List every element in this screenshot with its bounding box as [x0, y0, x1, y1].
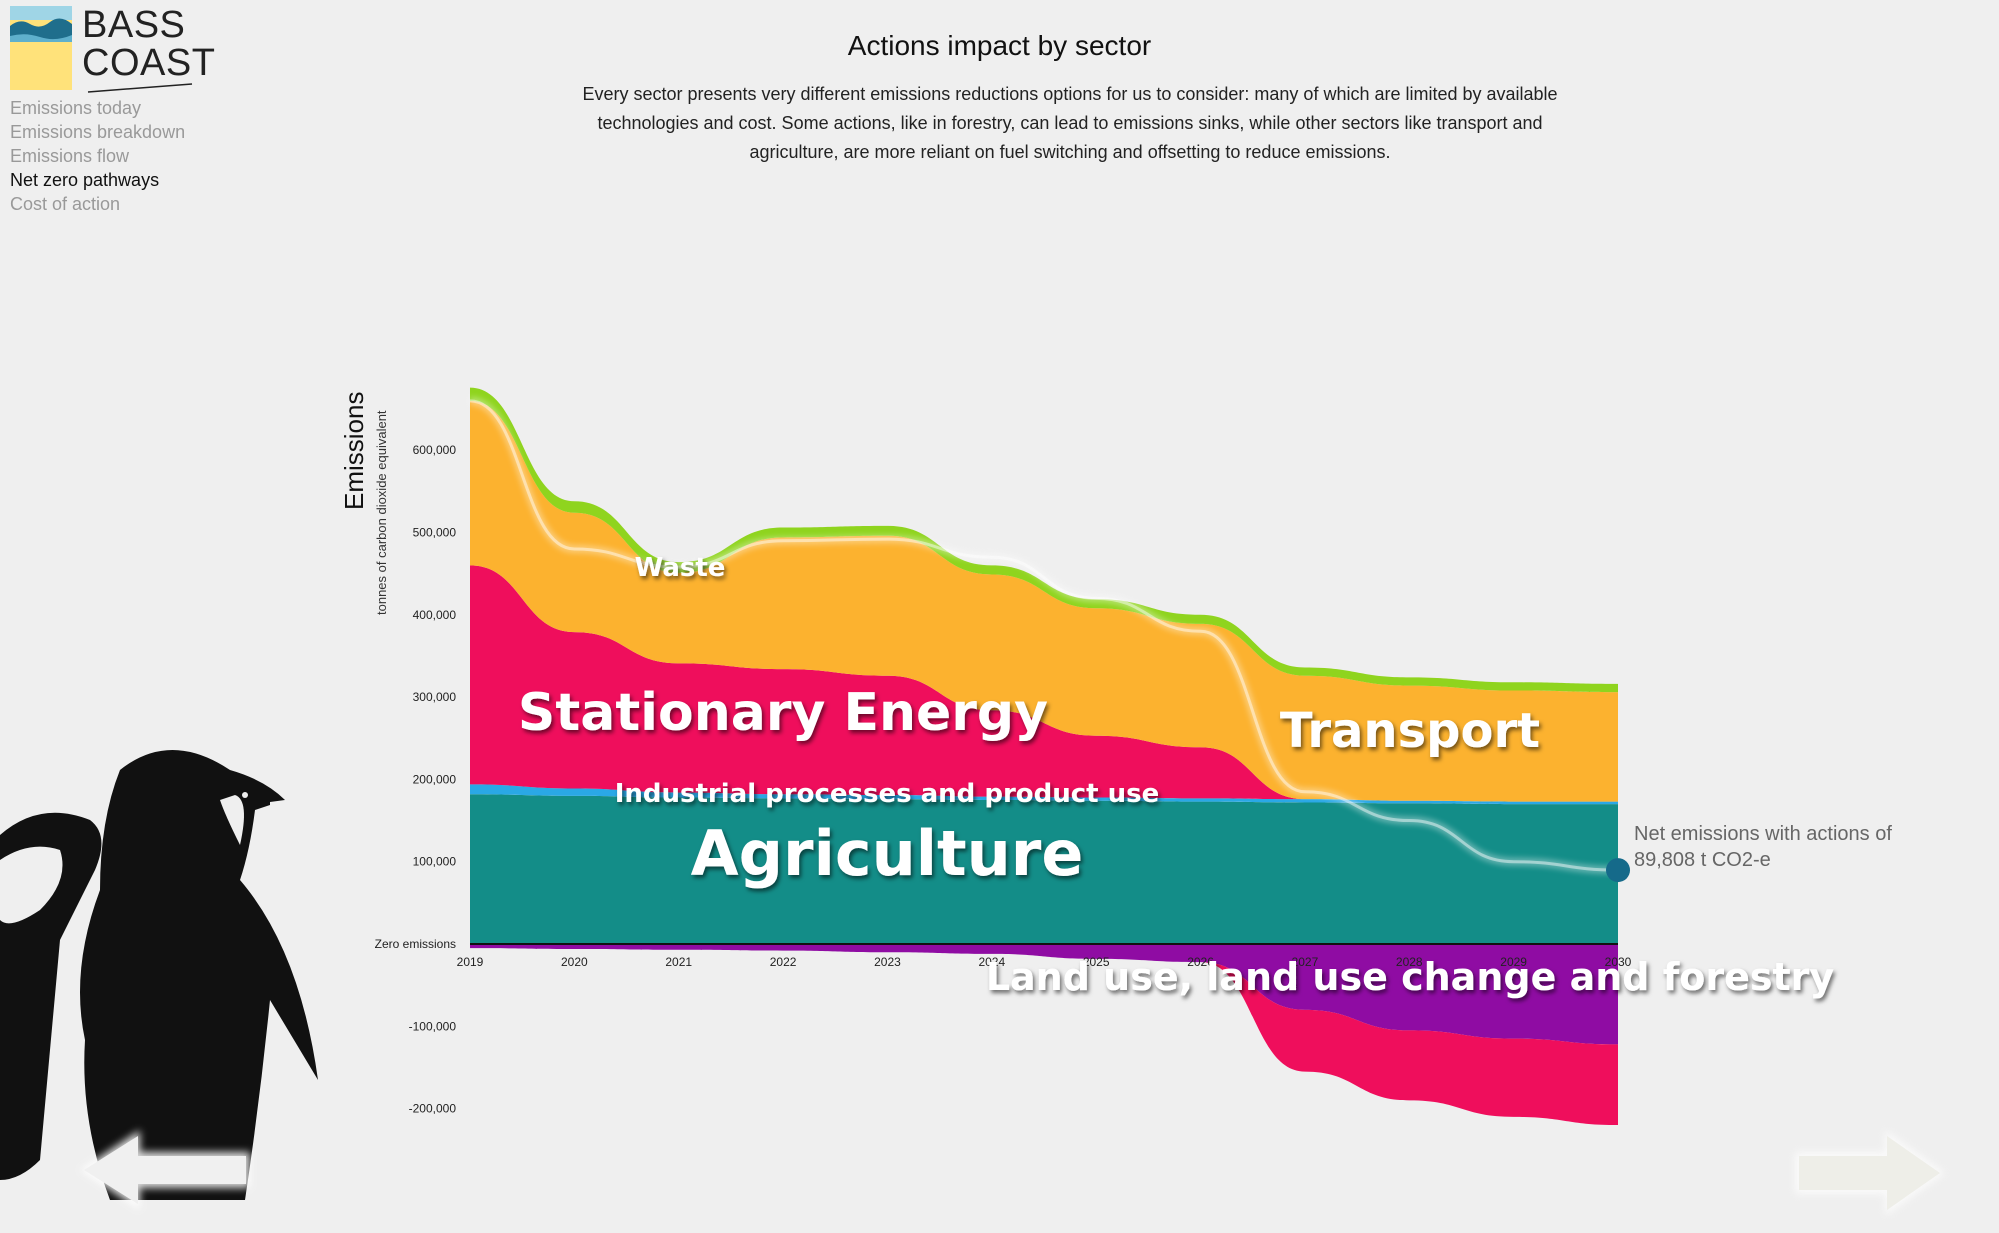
logo-wordmark: BASS COAST — [82, 6, 215, 82]
x-tick-label: 2026 — [1187, 955, 1214, 969]
net-emissions-annotation: Net emissions with actions of 89,808 t C… — [1634, 823, 1897, 871]
nav-item-net-zero-pathways[interactable]: Net zero pathways — [10, 170, 160, 190]
next-arrow-button[interactable] — [1785, 1118, 1955, 1228]
nav-item-cost-of-action[interactable]: Cost of action — [10, 194, 121, 214]
y-axis-ticks: 600,000 500,000 400,000 300,000 200,000 100,0… — [409, 443, 457, 1115]
logo-swoosh-icon — [87, 83, 193, 93]
x-tick-label: 2021 — [665, 955, 692, 969]
nav-item-emissions-today[interactable]: Emissions today — [10, 98, 142, 118]
x-axis-ticks: 2019 2020 2021 2022 2023 2024 2025 2026 2027 2028… — [457, 955, 1632, 969]
y-tick-label: 500,000 — [413, 526, 457, 540]
net-emissions-line — [469, 399, 1619, 872]
y-tick-label: 200,000 — [413, 772, 457, 786]
area-transport[interactable] — [470, 400, 1618, 802]
x-tick-label: 2019 — [457, 955, 484, 969]
y-tick-label: -200,000 — [409, 1102, 457, 1116]
sector-labels: Waste Stationary Energy Industrial process… — [518, 553, 1834, 999]
side-nav: Emissions today Emissions breakdown Emis… — [10, 96, 185, 216]
sector-label-waste: Waste — [635, 553, 726, 583]
x-tick-label: 2027 — [1292, 955, 1319, 969]
area-industrial-processes-and-product-use[interactable] — [470, 784, 1618, 805]
page-description: Every sector presents very different emi… — [582, 84, 1558, 162]
logo-mark-icon — [10, 6, 72, 90]
chart-areas — [470, 387, 1618, 1126]
y-tick-label: -100,000 — [409, 1019, 457, 1033]
logo-line-1: BASS — [82, 4, 186, 46]
sector-label-agriculture: Agriculture — [691, 817, 1084, 890]
x-tick-label: 2028 — [1396, 955, 1423, 969]
sector-label-stationary-energy: Stationary Energy — [518, 683, 1048, 743]
bass-coast-logo[interactable]: BASS COAST — [10, 6, 215, 93]
previous-arrow-button[interactable] — [70, 1120, 260, 1220]
x-tick-label: 2030 — [1605, 955, 1632, 969]
x-tick-label: 2024 — [978, 955, 1005, 969]
area-stationary-energy[interactable] — [470, 565, 1618, 802]
x-tick-label: 2025 — [1083, 955, 1110, 969]
penguin-illustration-icon — [0, 750, 318, 1200]
sector-label-transport: Transport — [1280, 703, 1540, 759]
y-axis-title: Emissions — [339, 392, 369, 510]
y-axis-subtitle: tonnes of carbon dioxide equivalent — [374, 410, 389, 615]
area-negative-land-use-land-use-change-and-forestry[interactable] — [470, 944, 1618, 1045]
annotation-line-2: 89,808 t CO2-e — [1634, 849, 1771, 871]
sector-label-land-use-land-use-change-and-forestry: Land use, land use change and forestry — [986, 955, 1835, 999]
y-tick-label: 300,000 — [413, 690, 457, 704]
x-tick-label: 2022 — [770, 955, 797, 969]
x-tick-label: 2023 — [874, 955, 901, 969]
x-tick-label: 2029 — [1500, 955, 1527, 969]
net-emissions-endpoint[interactable] — [1606, 858, 1630, 883]
area-agriculture[interactable] — [470, 794, 1618, 944]
page-title: Actions impact by sector — [847, 30, 1152, 61]
logo-line-2: COAST — [82, 42, 216, 84]
y-tick-label: 600,000 — [413, 443, 457, 457]
nav-item-emissions-breakdown[interactable]: Emissions breakdown — [10, 122, 186, 142]
sector-label-industrial-processes-and-product-use: Industrial processes and product use — [615, 779, 1160, 809]
net-emissions-line-glow — [469, 396, 1619, 875]
nav-item-emissions-flow[interactable]: Emissions flow — [10, 146, 130, 166]
zero-emissions-label: Zero emissions — [375, 937, 456, 951]
y-tick-label: 400,000 — [413, 608, 457, 622]
y-tick-label: 100,000 — [413, 855, 457, 869]
area-negative-stationary-energy[interactable] — [470, 948, 1618, 1126]
x-tick-label: 2020 — [561, 955, 588, 969]
annotation-line-1: Net emissions with actions of — [1634, 823, 1892, 845]
